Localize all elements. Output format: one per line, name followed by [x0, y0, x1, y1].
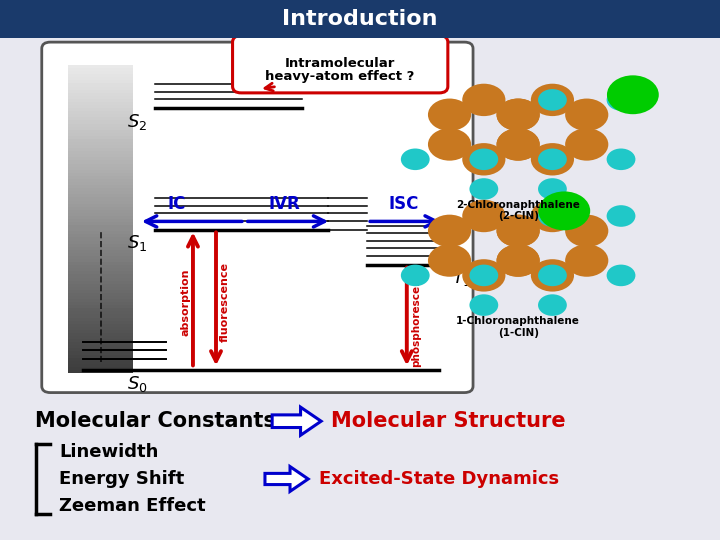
Text: phosphorescence: phosphorescence — [411, 265, 421, 367]
Text: Excited-State Dynamics: Excited-State Dynamics — [319, 470, 559, 488]
Circle shape — [607, 205, 636, 227]
Circle shape — [428, 128, 471, 160]
Text: $S_1$: $S_1$ — [127, 233, 148, 253]
Circle shape — [538, 205, 567, 227]
Circle shape — [531, 84, 574, 116]
FancyBboxPatch shape — [233, 36, 448, 93]
Circle shape — [497, 244, 540, 276]
FancyBboxPatch shape — [0, 0, 720, 38]
Circle shape — [462, 143, 505, 176]
Circle shape — [565, 244, 608, 276]
Circle shape — [607, 89, 636, 111]
Circle shape — [565, 98, 608, 131]
Text: fluorescence: fluorescence — [220, 262, 230, 342]
Text: IC: IC — [167, 195, 186, 213]
Polygon shape — [265, 467, 308, 491]
Text: absorption: absorption — [180, 268, 190, 336]
Circle shape — [531, 143, 574, 176]
Circle shape — [497, 244, 540, 276]
Circle shape — [497, 215, 540, 247]
Circle shape — [531, 200, 574, 232]
Circle shape — [607, 148, 636, 170]
Text: IVR: IVR — [269, 195, 300, 213]
Circle shape — [462, 259, 505, 292]
Circle shape — [497, 128, 540, 160]
Circle shape — [497, 98, 540, 131]
Text: $S_2$: $S_2$ — [127, 112, 148, 132]
Circle shape — [497, 98, 540, 131]
Circle shape — [428, 98, 471, 131]
Circle shape — [401, 265, 430, 286]
Text: Zeeman Effect: Zeeman Effect — [59, 497, 206, 515]
Text: heavy-atom effect ?: heavy-atom effect ? — [265, 70, 415, 83]
Circle shape — [531, 259, 574, 292]
Circle shape — [538, 89, 567, 111]
Circle shape — [539, 192, 590, 231]
Circle shape — [428, 244, 471, 276]
Circle shape — [469, 294, 498, 316]
Text: $T_1$: $T_1$ — [452, 268, 472, 288]
Circle shape — [469, 148, 498, 170]
Circle shape — [538, 178, 567, 200]
Circle shape — [462, 200, 505, 232]
Text: Molecular Constants: Molecular Constants — [35, 411, 276, 431]
Circle shape — [607, 75, 659, 114]
Circle shape — [462, 84, 505, 116]
Text: $S_0$: $S_0$ — [127, 374, 148, 394]
Circle shape — [565, 215, 608, 247]
Circle shape — [428, 215, 471, 247]
Circle shape — [469, 178, 498, 200]
Circle shape — [565, 129, 608, 161]
Text: Molecular Structure: Molecular Structure — [331, 411, 566, 431]
Text: 1-Chloronaphthalene
(1-ClN): 1-Chloronaphthalene (1-ClN) — [456, 316, 580, 338]
FancyBboxPatch shape — [42, 42, 473, 393]
Text: ISC: ISC — [388, 195, 418, 213]
Circle shape — [538, 148, 567, 170]
Polygon shape — [272, 407, 321, 435]
Circle shape — [469, 265, 498, 286]
Circle shape — [607, 265, 636, 286]
Circle shape — [538, 294, 567, 316]
Text: 2-Chloronaphthalene
(2-ClN): 2-Chloronaphthalene (2-ClN) — [456, 200, 580, 221]
Text: Intramolecular: Intramolecular — [284, 57, 395, 70]
Circle shape — [497, 129, 540, 161]
Text: Linewidth: Linewidth — [59, 443, 158, 461]
Circle shape — [538, 265, 567, 286]
Text: Introduction: Introduction — [282, 9, 438, 29]
Circle shape — [497, 215, 540, 247]
Circle shape — [401, 148, 430, 170]
Text: Energy Shift: Energy Shift — [59, 470, 184, 488]
